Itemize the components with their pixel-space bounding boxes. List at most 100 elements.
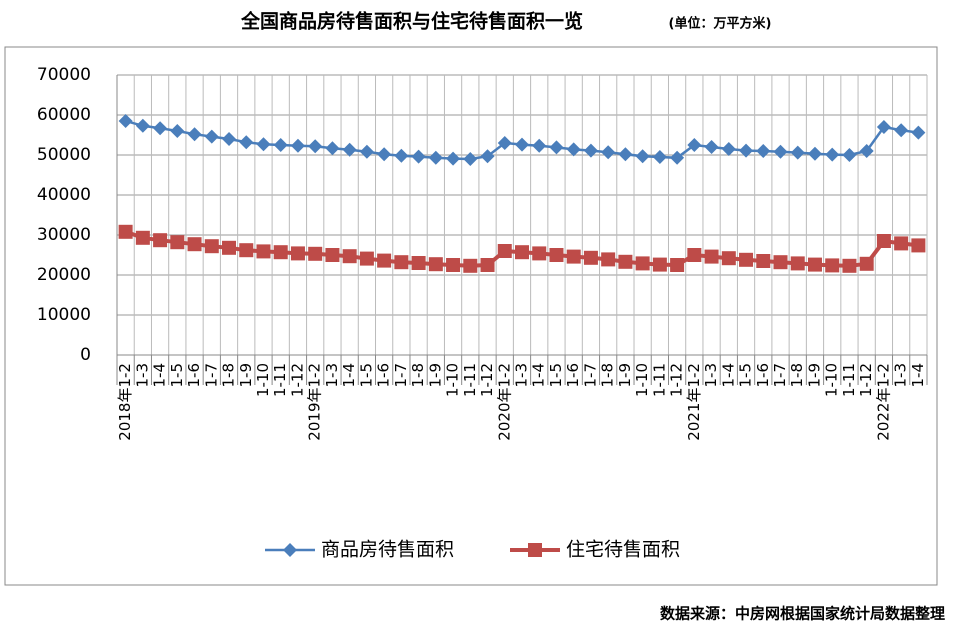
point (428, 257, 443, 272)
point (583, 143, 598, 158)
point (773, 144, 788, 159)
point (170, 235, 185, 250)
x-tick-label: 1-9 (426, 363, 444, 388)
y-tick-label: 50000 (37, 145, 91, 165)
x-tick-label: 2021年1-2 (685, 363, 703, 441)
point (222, 132, 237, 146)
point (273, 245, 288, 260)
point (859, 256, 874, 271)
point (290, 138, 305, 153)
x-tick-label: 1-3 (133, 363, 151, 388)
point (204, 239, 219, 254)
point (342, 249, 357, 264)
point (790, 256, 805, 271)
chart-subtitle: (单位：万平方米) (669, 16, 772, 32)
point (911, 125, 926, 140)
point (566, 249, 581, 264)
point (497, 136, 512, 150)
point (583, 250, 598, 265)
point (153, 121, 168, 136)
point (411, 149, 426, 164)
x-tick-label: 1-5 (357, 363, 375, 388)
x-tick-label: 1-12 (668, 363, 686, 397)
x-tick-label: 1-12 (857, 363, 875, 397)
x-tick-label: 1-6 (185, 363, 203, 388)
x-tick-label: 2018年1-2 (116, 363, 134, 441)
point (876, 234, 891, 248)
legend-label: 住宅待售面积 (566, 539, 680, 561)
point (756, 254, 771, 268)
point (721, 142, 736, 156)
point (428, 150, 443, 165)
y-tick-label: 40000 (37, 185, 91, 205)
y-tick-label: 30000 (37, 225, 91, 245)
point (807, 146, 822, 161)
x-tick-label: 1-5 (168, 363, 186, 388)
x-tick-label: 2019年1-2 (306, 363, 324, 441)
x-tick-label: 2020年1-2 (495, 363, 513, 441)
x-tick-label: 1-4 (151, 363, 169, 388)
y-tick-label: 60000 (37, 105, 91, 125)
point (894, 236, 909, 251)
x-tick-label: 1-10 (633, 363, 651, 397)
point (721, 251, 736, 266)
point (359, 251, 374, 266)
point (359, 144, 374, 159)
x-tick-label: 1-4 (719, 363, 737, 388)
point (273, 138, 288, 152)
y-tick-label: 0 (80, 345, 91, 365)
point (549, 140, 564, 155)
point (739, 252, 754, 267)
point (601, 145, 616, 160)
point (704, 140, 719, 154)
x-tick-label: 1-8 (788, 363, 806, 388)
x-tick-label: 1-9 (805, 363, 823, 388)
point (704, 249, 719, 264)
y-tick-label: 70000 (37, 65, 91, 85)
point (670, 258, 685, 272)
x-tick-label: 1-5 (737, 363, 755, 388)
x-tick-label: 1-12 (478, 363, 496, 397)
x-tick-label: 1-3 (892, 363, 910, 388)
point (894, 123, 909, 138)
legend-marker (283, 543, 297, 557)
point (256, 244, 271, 259)
point (532, 246, 547, 261)
point (325, 248, 340, 262)
point (566, 142, 581, 157)
point (635, 256, 650, 271)
point (515, 245, 529, 260)
point (239, 135, 254, 150)
point (463, 258, 478, 273)
point (118, 114, 133, 128)
point (825, 258, 840, 273)
point (239, 243, 254, 258)
point (135, 118, 150, 133)
point (842, 258, 857, 273)
point (497, 244, 512, 258)
point (446, 258, 461, 272)
point (290, 246, 305, 261)
point (325, 141, 340, 156)
x-tick-label: 1-6 (754, 363, 772, 388)
point (394, 255, 409, 270)
point (480, 149, 495, 164)
x-tick-label: 1-3 (323, 363, 341, 388)
x-tick-label: 1-7 (581, 363, 599, 388)
x-tick-label: 1-10 (444, 363, 462, 397)
point (876, 120, 891, 134)
point (256, 137, 271, 152)
x-tick-label: 1-4 (340, 363, 358, 388)
point (532, 138, 547, 153)
x-tick-label: 1-7 (392, 363, 410, 388)
point (308, 246, 323, 261)
x-tick-label: 1-3 (513, 363, 531, 388)
point (515, 137, 529, 152)
point (807, 257, 822, 272)
point (308, 139, 323, 154)
point (480, 258, 495, 272)
legend-marker (528, 543, 542, 557)
x-tick-label: 1-7 (771, 363, 789, 388)
x-tick-label: 1-8 (409, 363, 427, 388)
x-tick-label: 1-8 (220, 363, 238, 388)
